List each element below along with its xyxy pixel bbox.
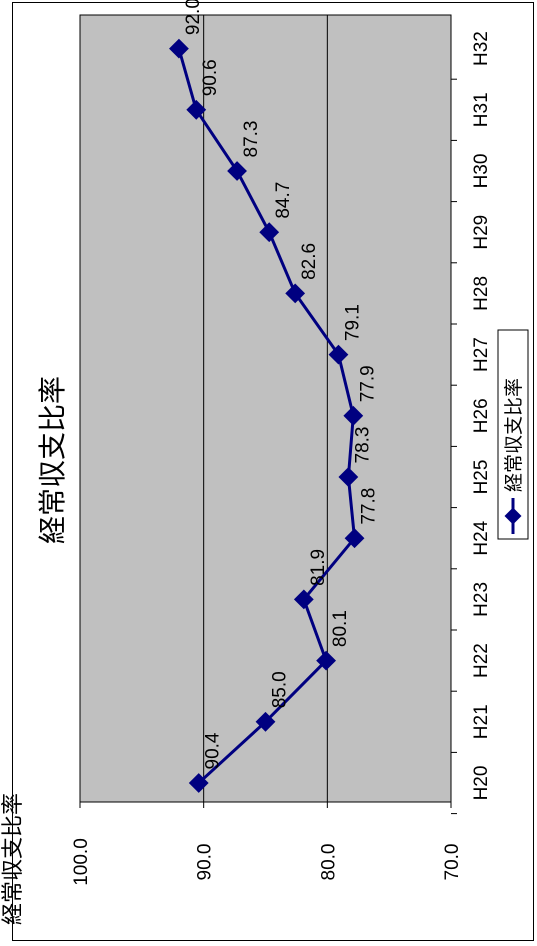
chart-frame xyxy=(12,2,534,941)
data-point xyxy=(344,528,365,549)
data-point xyxy=(293,589,314,610)
x-tick-label: H31 xyxy=(471,92,492,127)
x-axis-ticks: H20 H21 H22 H23 H24 H25 H26 H27 H28 H29 H30 H31 H32 xyxy=(451,31,492,815)
data-point xyxy=(255,711,276,732)
x-tick-label: H29 xyxy=(471,215,492,250)
data-point xyxy=(227,161,247,181)
y-axis-ticks: 70.0 80.0 90.0 100.0 xyxy=(71,802,463,886)
y-tick-label: 100.0 xyxy=(71,838,92,886)
data-label: 77.9 xyxy=(357,365,378,402)
data-point xyxy=(285,283,306,304)
data-point xyxy=(316,650,336,671)
data-label: 92.0 xyxy=(183,0,204,35)
chart-title: 経常収支比率 xyxy=(36,376,69,544)
x-tick-label: H21 xyxy=(471,704,492,739)
legend: 経常収支比率 xyxy=(497,329,529,540)
y-tick-label: 80.0 xyxy=(318,844,339,881)
data-point xyxy=(338,467,359,487)
data-point xyxy=(328,344,349,365)
plot-area xyxy=(79,14,452,803)
x-tick-label: H27 xyxy=(471,337,492,372)
data-label: 77.8 xyxy=(359,488,380,525)
x-tick-label: H32 xyxy=(471,31,492,66)
data-label: 79.1 xyxy=(342,304,363,341)
x-tick-label: H23 xyxy=(471,582,492,617)
x-tick-label: H30 xyxy=(471,154,492,189)
x-tick-label: H22 xyxy=(471,643,492,678)
y-tick-label: 90.0 xyxy=(195,844,216,881)
x-tick-label: H20 xyxy=(471,766,492,801)
x-tick-label: H28 xyxy=(471,276,492,311)
data-point xyxy=(259,222,280,243)
x-tick-label: H24 xyxy=(471,520,492,555)
data-label: 84.7 xyxy=(273,182,294,219)
data-label: 85.0 xyxy=(270,671,291,708)
data-point xyxy=(343,405,364,426)
legend-marker xyxy=(504,507,522,525)
y-tick-label: 70.0 xyxy=(442,844,463,881)
data-label: 90.4 xyxy=(203,732,224,769)
x-tick-label: H26 xyxy=(471,398,492,433)
data-point xyxy=(186,99,207,120)
gridlines xyxy=(203,15,328,802)
data-label: 87.3 xyxy=(241,121,262,158)
data-label: 80.1 xyxy=(330,610,351,647)
data-label: 82.6 xyxy=(299,243,320,280)
x-tick-label: H25 xyxy=(471,460,492,495)
legend-label: 経常収支比率 xyxy=(503,378,525,492)
data-labels: 90.4 85.0 80.1 81.9 77.8 78.3 77.9 79.1 82.6 84.7… xyxy=(183,0,380,769)
data-label: 81.9 xyxy=(308,549,329,586)
data-label: 78.3 xyxy=(352,427,373,464)
data-label: 90.6 xyxy=(200,59,221,96)
